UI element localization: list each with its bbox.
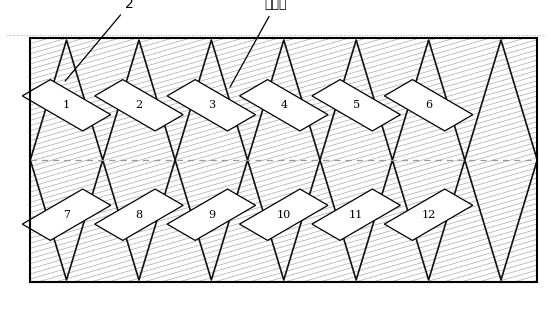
Text: 1: 1 <box>63 100 70 110</box>
Text: 3: 3 <box>208 100 215 110</box>
Text: 2: 2 <box>136 100 143 110</box>
Text: 9: 9 <box>208 210 215 220</box>
Text: 4: 4 <box>280 100 287 110</box>
Polygon shape <box>240 189 328 240</box>
Polygon shape <box>95 189 183 240</box>
Polygon shape <box>312 189 401 240</box>
Text: 2: 2 <box>65 0 134 81</box>
Polygon shape <box>385 189 473 240</box>
Polygon shape <box>385 80 473 131</box>
Polygon shape <box>22 189 111 240</box>
Text: 7: 7 <box>63 210 70 220</box>
Polygon shape <box>312 80 401 131</box>
Text: 11: 11 <box>349 210 363 220</box>
Polygon shape <box>167 189 256 240</box>
Polygon shape <box>167 80 256 131</box>
Bar <box>30 38 537 282</box>
Polygon shape <box>22 80 111 131</box>
Bar <box>30 38 537 282</box>
Text: 6: 6 <box>425 100 432 110</box>
Polygon shape <box>240 80 328 131</box>
Polygon shape <box>95 80 183 131</box>
Text: 8: 8 <box>136 210 143 220</box>
Text: 12: 12 <box>422 210 436 220</box>
Text: 测量点: 测量点 <box>230 0 287 87</box>
Text: 10: 10 <box>277 210 291 220</box>
Text: 5: 5 <box>353 100 360 110</box>
